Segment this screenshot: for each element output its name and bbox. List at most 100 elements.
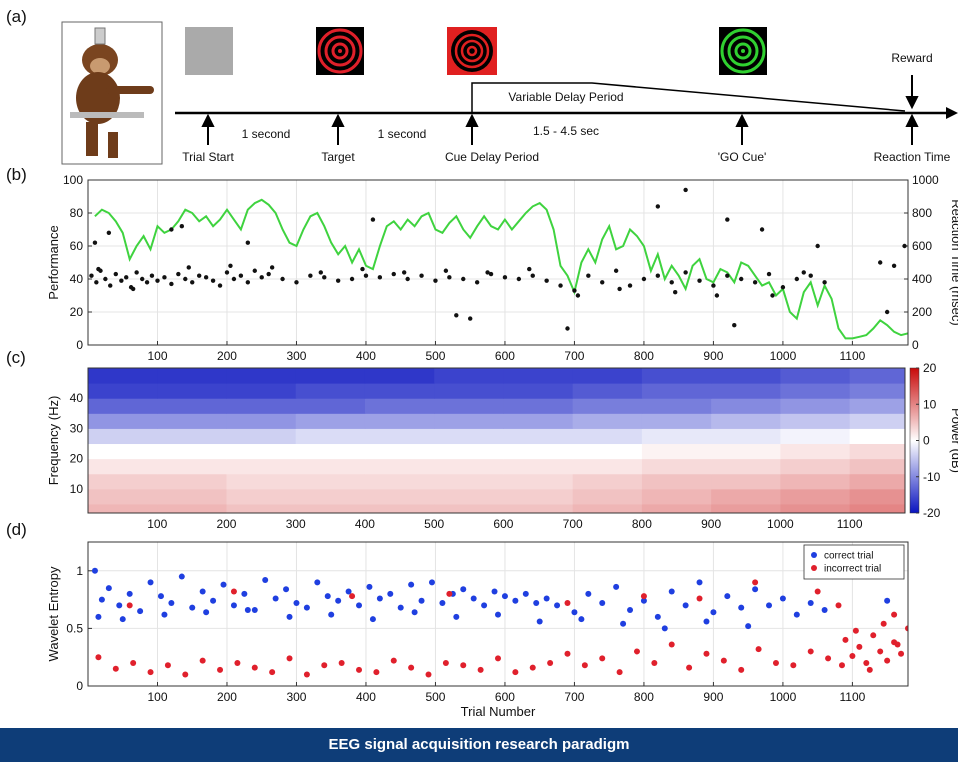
point bbox=[230, 588, 237, 595]
legend-label: incorrect trial bbox=[824, 564, 881, 575]
heat-cell bbox=[364, 488, 435, 505]
panel-label: (b) bbox=[6, 165, 27, 184]
x-tick-label: 800 bbox=[634, 690, 654, 704]
x-axis-label: Trial Number bbox=[461, 704, 536, 719]
point bbox=[739, 276, 744, 282]
point bbox=[308, 273, 313, 278]
heat-cell bbox=[434, 428, 504, 445]
y-axis-label: Frequency (Hz) bbox=[46, 396, 61, 486]
point bbox=[547, 659, 554, 666]
point bbox=[752, 579, 759, 586]
point bbox=[512, 669, 519, 676]
point bbox=[696, 595, 703, 602]
cue-stimulus bbox=[447, 27, 497, 75]
heat-cell bbox=[226, 488, 297, 505]
x-tick-label: 1000 bbox=[770, 349, 797, 363]
point bbox=[251, 606, 258, 613]
point bbox=[902, 243, 907, 249]
point bbox=[454, 313, 459, 318]
point bbox=[390, 657, 397, 664]
point bbox=[485, 270, 490, 275]
interval-label: 1 second bbox=[242, 127, 291, 141]
y-tick-label: 30 bbox=[70, 421, 84, 435]
point bbox=[419, 273, 424, 278]
heat-cell bbox=[226, 428, 297, 445]
heat-cell bbox=[157, 398, 227, 414]
point bbox=[613, 583, 620, 590]
point bbox=[759, 227, 765, 232]
y-tick-label: 0 bbox=[76, 679, 83, 693]
point bbox=[144, 280, 150, 285]
point bbox=[217, 283, 223, 288]
heat-cell bbox=[849, 473, 905, 490]
point bbox=[105, 585, 112, 592]
point bbox=[544, 278, 549, 283]
point bbox=[522, 590, 529, 597]
point bbox=[898, 650, 905, 657]
point bbox=[168, 600, 175, 607]
heat-cell bbox=[711, 368, 781, 384]
point bbox=[269, 669, 276, 676]
point bbox=[321, 662, 328, 669]
point bbox=[793, 611, 800, 618]
paradigm: (a) bbox=[6, 7, 958, 165]
point bbox=[283, 586, 290, 593]
point bbox=[673, 290, 678, 295]
point bbox=[530, 273, 535, 278]
point bbox=[655, 273, 661, 278]
point bbox=[369, 616, 376, 623]
heat-cell bbox=[572, 413, 643, 429]
point bbox=[157, 593, 164, 600]
point bbox=[533, 600, 540, 607]
point bbox=[130, 659, 137, 666]
panel: (d)100 200 300 400 500 600 700 800 900 1000 110000… bbox=[6, 520, 909, 719]
y-tick-label: 0 bbox=[76, 338, 83, 352]
point bbox=[766, 271, 772, 277]
heat-cell bbox=[434, 413, 504, 429]
point bbox=[822, 280, 827, 285]
point bbox=[251, 664, 258, 671]
x-tick-label: 700 bbox=[564, 349, 584, 363]
x-tick-label: 100 bbox=[147, 349, 167, 363]
point bbox=[130, 286, 136, 292]
timeline-head bbox=[946, 107, 958, 119]
axes-frame bbox=[87, 367, 906, 514]
point bbox=[654, 613, 661, 620]
heat-cell bbox=[572, 383, 643, 399]
heat-cell bbox=[572, 473, 643, 490]
interval-label: 1.5 - 4.5 sec bbox=[533, 124, 599, 138]
heat-cell bbox=[641, 488, 712, 505]
point bbox=[807, 600, 814, 607]
point bbox=[686, 664, 693, 671]
point bbox=[856, 643, 863, 650]
point bbox=[408, 581, 415, 588]
heat-cell bbox=[849, 443, 905, 460]
heat-cell bbox=[780, 383, 851, 399]
point bbox=[725, 217, 730, 222]
point bbox=[842, 636, 849, 643]
caption: EEG signal acquisition research paradigm bbox=[0, 728, 958, 762]
point bbox=[228, 263, 233, 268]
point bbox=[683, 270, 688, 275]
x-tick-label: 300 bbox=[286, 517, 306, 531]
point bbox=[113, 271, 118, 277]
heat-cell bbox=[295, 368, 366, 384]
plot-area bbox=[88, 368, 905, 513]
point bbox=[370, 217, 376, 222]
x-tick-label: 900 bbox=[703, 349, 723, 363]
heat-cell bbox=[364, 503, 435, 513]
heat-cell bbox=[88, 398, 158, 414]
heat-cell bbox=[503, 413, 574, 429]
point bbox=[411, 609, 418, 616]
y2-tick-label: 1000 bbox=[912, 173, 939, 187]
point bbox=[259, 275, 264, 280]
heat-cell bbox=[849, 368, 905, 384]
colorbar-tick-label: -20 bbox=[923, 506, 941, 520]
heat-cell bbox=[157, 488, 227, 505]
y-tick-label: 100 bbox=[63, 173, 83, 187]
heat-cell bbox=[641, 368, 712, 384]
heat-cell bbox=[157, 428, 227, 445]
point bbox=[870, 632, 877, 639]
point bbox=[599, 655, 606, 662]
